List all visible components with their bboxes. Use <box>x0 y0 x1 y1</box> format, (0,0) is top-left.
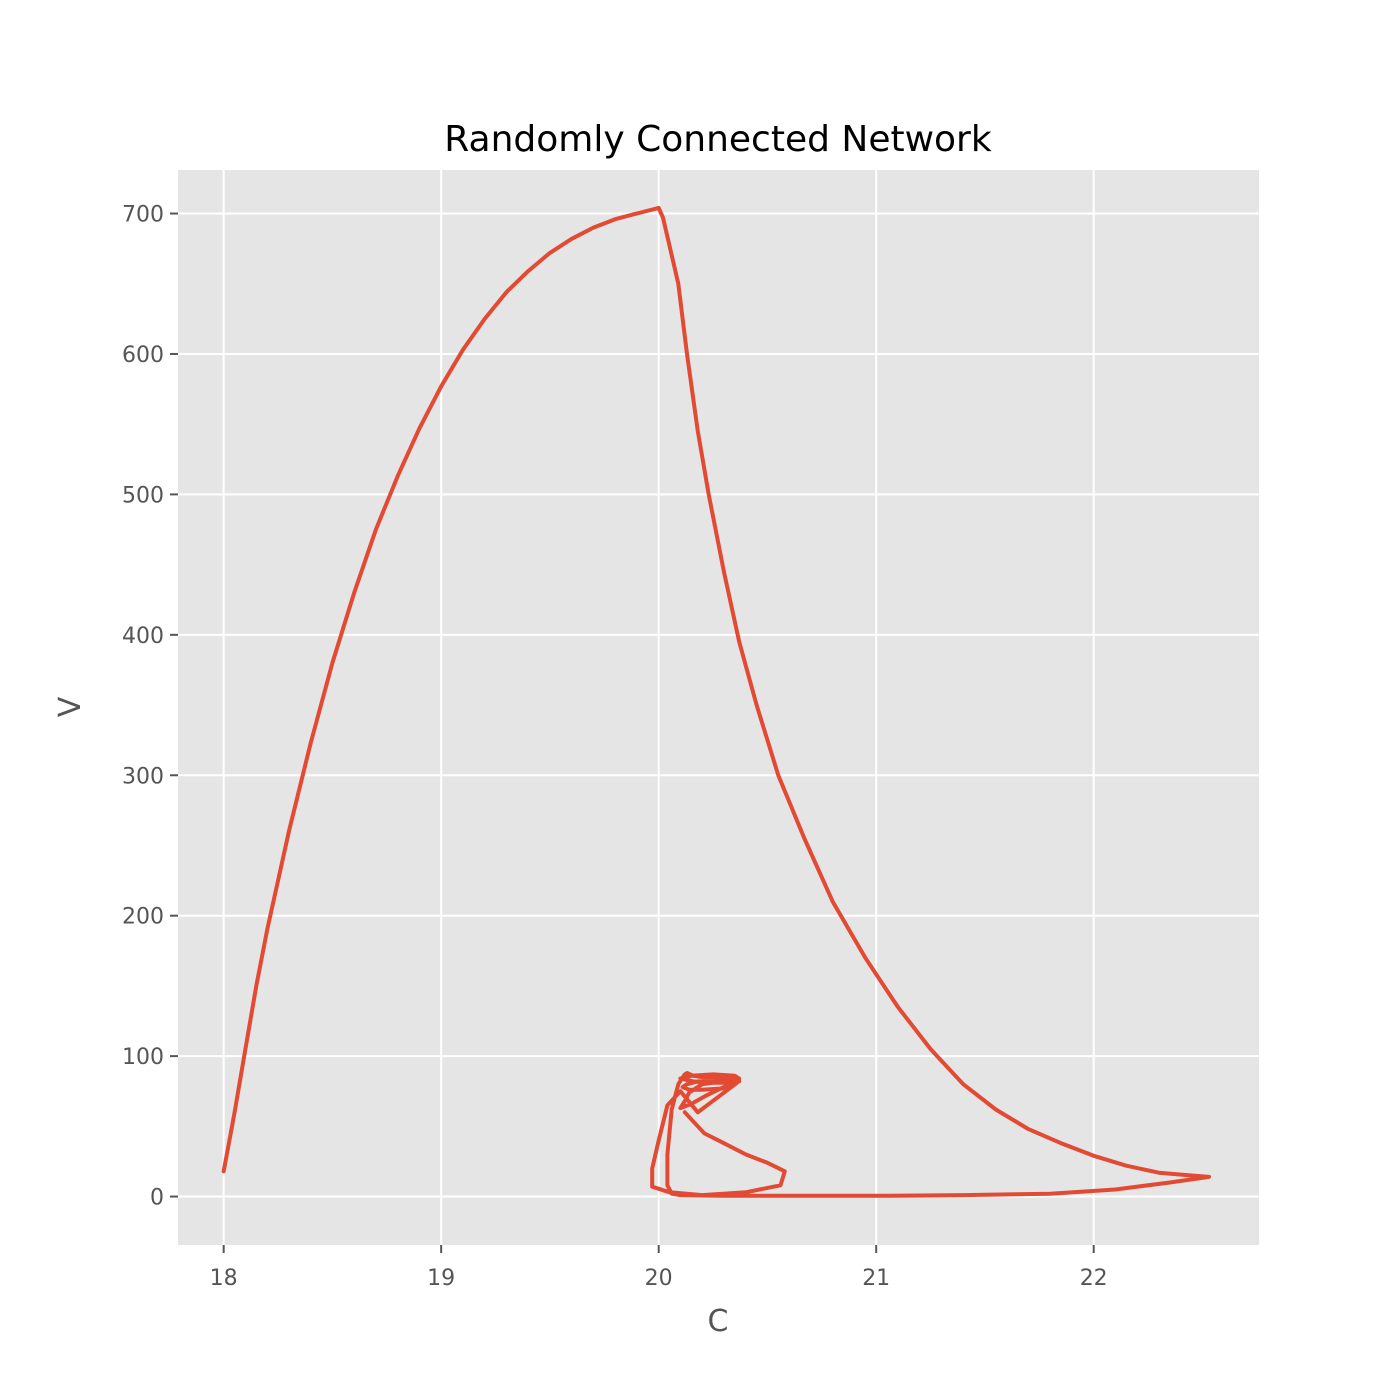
plot-background <box>178 170 1259 1245</box>
y-tick-label: 700 <box>122 203 164 228</box>
y-axis-label: V <box>53 696 88 717</box>
grid <box>178 170 1259 1245</box>
y-tick-label: 0 <box>150 1186 164 1211</box>
x-tick-label: 22 <box>1080 1266 1108 1291</box>
x-tick-label: 18 <box>210 1266 238 1291</box>
y-tick-label: 300 <box>122 764 164 789</box>
data-lines <box>221 205 1211 1198</box>
x-axis-label: C <box>708 1304 729 1339</box>
x-tick-label: 20 <box>645 1266 673 1291</box>
y-tick-label: 400 <box>122 624 164 649</box>
y-tick-label: 100 <box>122 1045 164 1070</box>
x-tick-label: 21 <box>862 1266 890 1291</box>
y-tick-label: 200 <box>122 905 164 930</box>
y-tick-label: 600 <box>122 343 164 368</box>
y-tick-label: 500 <box>122 483 164 508</box>
series-line <box>221 205 1211 1198</box>
ticks: 18 19 20 21 22 0 100 200 300 400 500 600 700 <box>122 203 1108 1291</box>
chart-title: Randomly Connected Network <box>444 119 992 160</box>
x-tick-label: 19 <box>427 1266 455 1291</box>
